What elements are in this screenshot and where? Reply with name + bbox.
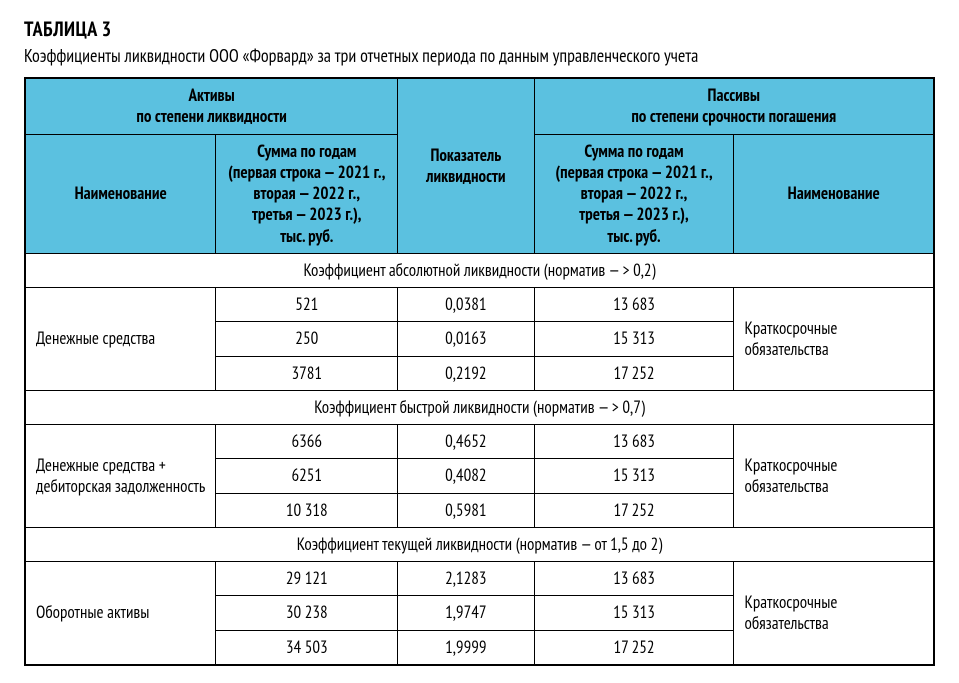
asset-name-cell: Денежные средства + дебиторская задолжен… [25, 425, 216, 528]
hdr-liabilities-group: Пассивыпо степени срочности погашения [534, 78, 934, 134]
liab-amount-cell: 17 252 [534, 356, 734, 390]
liab-amount-cell: 15 313 [534, 596, 734, 630]
table-row: Оборотные активы 29 121 2,1283 13 683 Кр… [25, 562, 934, 596]
section-label: Коэффициент быстрой ликвидности (нормати… [25, 390, 934, 424]
liab-name-cell: Краткосрочные обязательства [734, 562, 934, 665]
page-root: ТАБЛИЦА 3 Коэффициенты ликвидности ООО «… [0, 0, 959, 683]
asset-amount-cell: 6366 [216, 425, 398, 459]
hdr-asset-name: Наименование [25, 134, 216, 253]
indicator-cell: 1,9999 [398, 630, 534, 665]
table-number: ТАБЛИЦА 3 [24, 16, 935, 42]
indicator-cell: 0,0381 [398, 288, 534, 322]
asset-amount-cell: 30 238 [216, 596, 398, 630]
asset-amount-cell: 29 121 [216, 562, 398, 596]
indicator-cell: 0,4652 [398, 425, 534, 459]
asset-amount-cell: 10 318 [216, 493, 398, 527]
liab-amount-cell: 13 683 [534, 425, 734, 459]
liab-amount-cell: 17 252 [534, 630, 734, 665]
hdr-assets-group: Активыпо степени ликвидности [25, 78, 398, 134]
section-header: Коэффициент быстрой ликвидности (нормати… [25, 390, 934, 424]
indicator-cell: 1,9747 [398, 596, 534, 630]
indicator-cell: 2,1283 [398, 562, 534, 596]
hdr-asset-amount: Сумма по годам(первая строка — 2021 г.,в… [216, 134, 398, 253]
liab-amount-cell: 17 252 [534, 493, 734, 527]
liquidity-table: Активыпо степени ликвидности Показательл… [24, 77, 935, 666]
table-row: Денежные средства 521 0,0381 13 683 Крат… [25, 288, 934, 322]
liab-name-cell: Краткосрочные обязательства [734, 288, 934, 391]
table-caption: Коэффициенты ликвидности ООО «Форвард» з… [24, 44, 935, 67]
section-header: Коэффициент абсолютной ликвидности (норм… [25, 253, 934, 287]
indicator-cell: 0,0163 [398, 322, 534, 356]
asset-name-cell: Денежные средства [25, 288, 216, 391]
asset-amount-cell: 3781 [216, 356, 398, 390]
indicator-cell: 0,4082 [398, 459, 534, 493]
asset-amount-cell: 6251 [216, 459, 398, 493]
indicator-cell: 0,5981 [398, 493, 534, 527]
asset-name-cell: Оборотные активы [25, 562, 216, 665]
liab-amount-cell: 13 683 [534, 562, 734, 596]
liab-amount-cell: 15 313 [534, 459, 734, 493]
table-row: Денежные средства + дебиторская задолжен… [25, 425, 934, 459]
table-body: Коэффициент абсолютной ликвидности (норм… [25, 253, 934, 665]
asset-amount-cell: 250 [216, 322, 398, 356]
hdr-liab-name: Наименование [734, 134, 934, 253]
liab-amount-cell: 13 683 [534, 288, 734, 322]
section-header: Коэффициент текущей ликвидности (нормати… [25, 527, 934, 561]
liab-amount-cell: 15 313 [534, 322, 734, 356]
liab-name-cell: Краткосрочные обязательства [734, 425, 934, 528]
hdr-indicator: Показательликвидности [398, 78, 534, 253]
indicator-cell: 0,2192 [398, 356, 534, 390]
table-header: Активыпо степени ликвидности Показательл… [25, 78, 934, 253]
section-label: Коэффициент текущей ликвидности (нормати… [25, 527, 934, 561]
asset-amount-cell: 34 503 [216, 630, 398, 665]
hdr-liab-amount: Сумма по годам(первая строка — 2021 г.,в… [534, 134, 734, 253]
asset-amount-cell: 521 [216, 288, 398, 322]
section-label: Коэффициент абсолютной ликвидности (норм… [25, 253, 934, 287]
